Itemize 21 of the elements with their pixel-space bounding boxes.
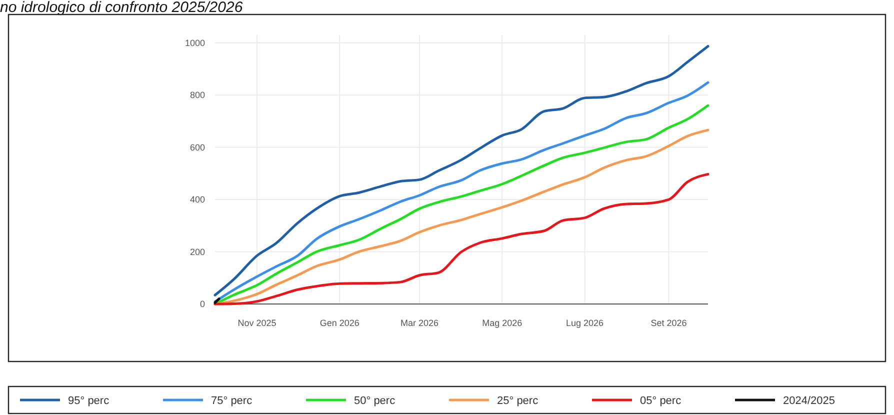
x-tick-label: Mar 2026 xyxy=(400,318,439,328)
legend-label: 75° perc xyxy=(211,394,253,407)
legend-label: 95° perc xyxy=(68,394,110,407)
y-tick-label: 200 xyxy=(190,246,205,257)
y-tick-label: 1000 xyxy=(184,38,205,48)
legend-label: 50° perc xyxy=(354,394,396,407)
y-tick-label: 0 xyxy=(200,299,205,310)
x-tick-label: Lug 2026 xyxy=(566,318,604,328)
x-tick-label: Set 2026 xyxy=(650,318,687,328)
y-tick-label: 800 xyxy=(190,90,205,100)
y-tick-label: 600 xyxy=(190,142,205,152)
line-series xyxy=(214,44,710,296)
x-tick-label: Mag 2026 xyxy=(482,318,522,328)
y-tick-label: 400 xyxy=(190,194,205,205)
legend-label: 05° perc xyxy=(640,394,682,407)
x-tick-label: Gen 2026 xyxy=(320,318,360,328)
legend-label: 25° perc xyxy=(497,394,539,407)
line-series xyxy=(214,172,710,306)
legend-label: 2024/2025 xyxy=(783,394,835,407)
chart-title: no idrologico di confronto 2025/2026 xyxy=(0,0,244,16)
x-tick-label: Nov 2025 xyxy=(238,318,276,328)
